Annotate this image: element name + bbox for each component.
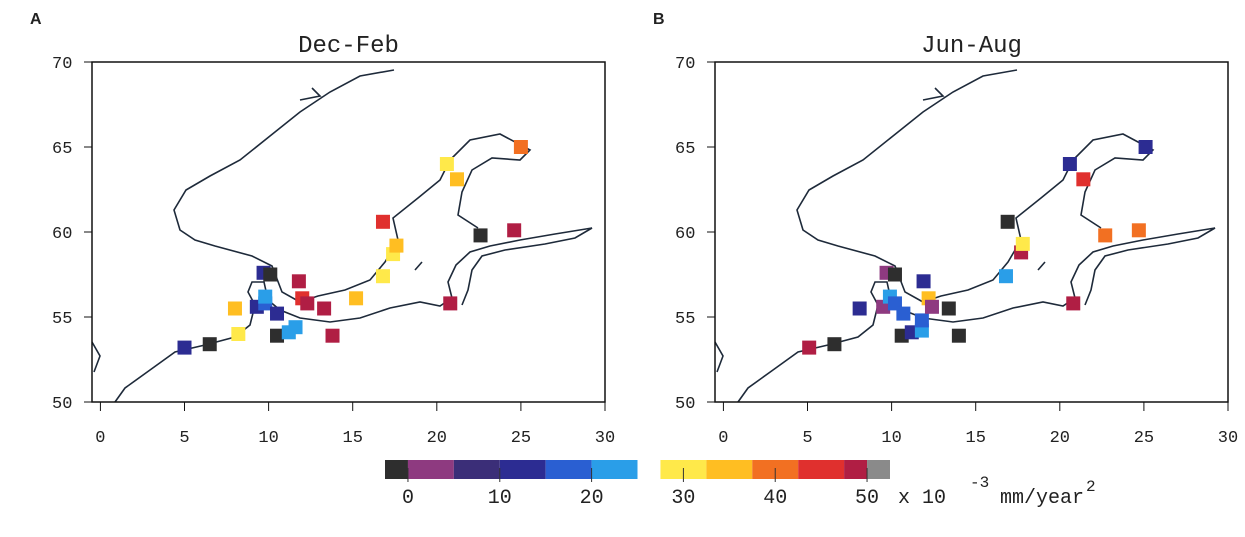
panel-title: Jun-Aug xyxy=(921,33,1022,60)
y-tick-label: 65 xyxy=(52,140,72,159)
station-square xyxy=(449,172,464,187)
station-square xyxy=(507,223,522,238)
colorbar-segment xyxy=(706,460,753,479)
colorbar-tick-label: 40 xyxy=(763,487,787,510)
unit-exponent: 2 xyxy=(1086,478,1096,496)
station-square xyxy=(827,337,842,352)
station-square xyxy=(1066,296,1081,311)
station-square xyxy=(317,301,332,316)
y-tick-label: 60 xyxy=(675,225,695,244)
colorbar-segment xyxy=(407,460,454,479)
x-tick-label: 20 xyxy=(427,429,447,448)
map-panel: A Dec-Feb 0 5 10 15 20 25 30 50 55 60 65 70 xyxy=(30,11,615,448)
station-square xyxy=(443,296,458,311)
station-square xyxy=(1131,223,1146,238)
station-square xyxy=(349,291,364,306)
station-square xyxy=(1062,157,1077,171)
station-square xyxy=(375,269,390,284)
colorbar-segment xyxy=(637,460,661,479)
x-tick-label: 25 xyxy=(1134,429,1154,448)
station-square xyxy=(941,301,956,316)
colorbar-tick-label: 0 xyxy=(402,487,414,510)
y-tick-label: 70 xyxy=(675,55,695,74)
station-square xyxy=(1076,172,1091,187)
colorbar-segment xyxy=(591,460,638,479)
station-square xyxy=(300,296,315,311)
station-square xyxy=(914,313,929,328)
panel-label: A xyxy=(30,11,42,28)
colorbar-segment xyxy=(545,460,592,479)
station-square xyxy=(258,289,273,304)
colorbar-tick-label: 10 xyxy=(488,487,512,510)
panel-title: Dec-Feb xyxy=(298,33,399,60)
station-square xyxy=(924,299,939,314)
station-square xyxy=(951,328,966,343)
map-panel: B Jun-Aug 0 5 10 15 20 25 30 50 55 60 65 70 xyxy=(653,11,1238,448)
station-square xyxy=(263,267,278,282)
y-tick-label: 50 xyxy=(52,395,72,414)
x-tick-label: 15 xyxy=(966,429,986,448)
x-tick-label: 5 xyxy=(802,429,812,448)
y-tick-label: 60 xyxy=(52,225,72,244)
colorbar: 0 10 20 30 40 50 x 10 -3 mm/year 2 xyxy=(385,460,1096,510)
unit-label: mm/year xyxy=(1000,487,1084,510)
colorbar-segment xyxy=(453,460,500,479)
station-square xyxy=(202,337,217,352)
station-square xyxy=(887,267,902,282)
station-square xyxy=(325,328,340,343)
station-square xyxy=(231,327,246,341)
colorbar-segment xyxy=(844,460,868,479)
x-tick-label: 30 xyxy=(1218,429,1238,448)
panel-label: B xyxy=(653,11,665,28)
station-square xyxy=(1098,228,1113,243)
station-square xyxy=(1000,214,1015,229)
station-square xyxy=(439,157,454,171)
y-tick-label: 55 xyxy=(675,310,695,329)
unit-exponent: -3 xyxy=(970,474,989,492)
station-square xyxy=(291,274,306,289)
station-square xyxy=(227,301,242,316)
x-tick-label: 15 xyxy=(343,429,363,448)
y-tick-label: 55 xyxy=(52,310,72,329)
colorbar-tick-label: 50 xyxy=(855,487,879,510)
unit-label: x 10 xyxy=(898,487,946,510)
station-square xyxy=(1015,236,1030,251)
station-square xyxy=(1138,140,1153,154)
y-tick-label: 70 xyxy=(52,55,72,74)
colorbar-tick-label: 30 xyxy=(671,487,695,510)
station-square xyxy=(288,320,303,335)
station-square xyxy=(270,328,285,343)
colorbar-tick-label: 20 xyxy=(580,487,604,510)
x-tick-label: 20 xyxy=(1050,429,1070,448)
x-tick-label: 0 xyxy=(718,429,728,448)
station-square xyxy=(473,228,488,243)
map-frame xyxy=(714,61,1229,403)
x-tick-label: 25 xyxy=(511,429,531,448)
x-tick-label: 0 xyxy=(95,429,105,448)
x-tick-label: 5 xyxy=(179,429,189,448)
panels: A Dec-Feb 0 5 10 15 20 25 30 50 55 60 65 70 B Jun-Aug 0 5… xyxy=(30,11,1238,448)
colorbar-segment xyxy=(499,460,546,479)
station-square xyxy=(375,214,390,229)
x-tick-label: 10 xyxy=(258,429,278,448)
colorbar-segment xyxy=(867,460,890,479)
colorbar-segment xyxy=(798,460,845,479)
station-square xyxy=(389,238,404,253)
station-square xyxy=(177,340,192,355)
station-square xyxy=(802,340,817,355)
colorbar-segment xyxy=(385,460,408,479)
station-square xyxy=(513,140,528,154)
x-tick-label: 10 xyxy=(881,429,901,448)
station-square xyxy=(896,306,911,321)
map-frame xyxy=(91,61,606,403)
station-square xyxy=(852,301,867,316)
station-square xyxy=(998,269,1013,284)
y-tick-label: 65 xyxy=(675,140,695,159)
station-square xyxy=(270,306,285,321)
y-tick-label: 50 xyxy=(675,395,695,414)
x-tick-label: 30 xyxy=(595,429,615,448)
station-square xyxy=(916,274,931,289)
